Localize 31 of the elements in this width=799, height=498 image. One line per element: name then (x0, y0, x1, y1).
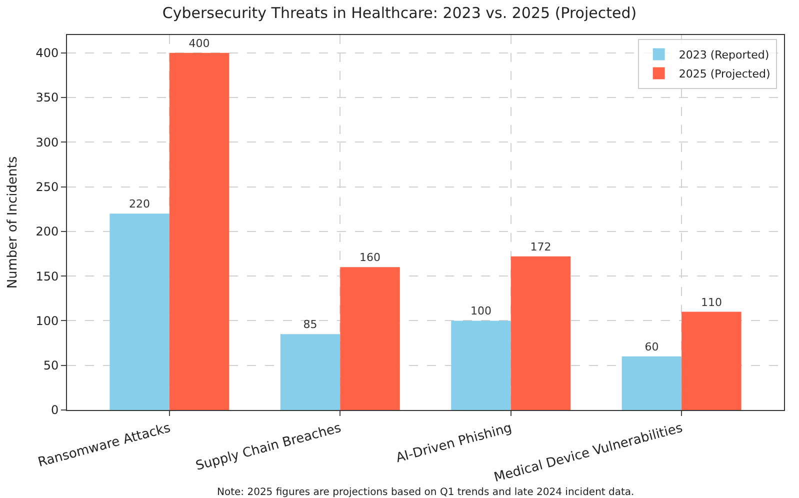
text: Note: 2025 figures are projections based on Q1 trends and late 2024 incident data. (217, 487, 634, 498)
data-label: 400 (188, 36, 210, 50)
y-tick-label: 300 (36, 135, 59, 150)
y-tick-label: 200 (36, 224, 59, 239)
data-label: 60 (644, 340, 659, 354)
y-axis-title: Number of Incidents (6, 156, 21, 289)
chart-title: Cybersecurity Threats in Healthcare: 2023 vs. 2025 (Projected) (162, 4, 637, 22)
y-tick-label: 350 (36, 90, 59, 105)
bar (451, 320, 511, 410)
bar (280, 334, 340, 410)
data-label: 172 (530, 240, 552, 254)
y-tick-label: 250 (36, 180, 59, 194)
bar (682, 312, 742, 410)
legend-label: 2025 (Projected) (678, 68, 770, 81)
y-tick-label: 0 (50, 403, 59, 418)
bar (340, 267, 400, 410)
bar (622, 356, 682, 410)
data-label: 220 (129, 198, 150, 211)
legend-label: 2023 (Reported) (678, 48, 770, 62)
data-label: 110 (700, 296, 722, 309)
data-label: 100 (470, 304, 492, 318)
y-tick-label: 400 (36, 46, 59, 60)
data-label: 160 (360, 251, 381, 264)
bar (510, 256, 571, 410)
data-label: 85 (303, 318, 318, 332)
bar (169, 52, 230, 410)
bar (110, 214, 170, 410)
y-tick-label: 150 (36, 269, 59, 284)
x-tick-label: Supply Chain Breaches (194, 420, 344, 474)
y-tick-label: 100 (36, 314, 59, 328)
y-tick-label: 50 (43, 358, 59, 373)
